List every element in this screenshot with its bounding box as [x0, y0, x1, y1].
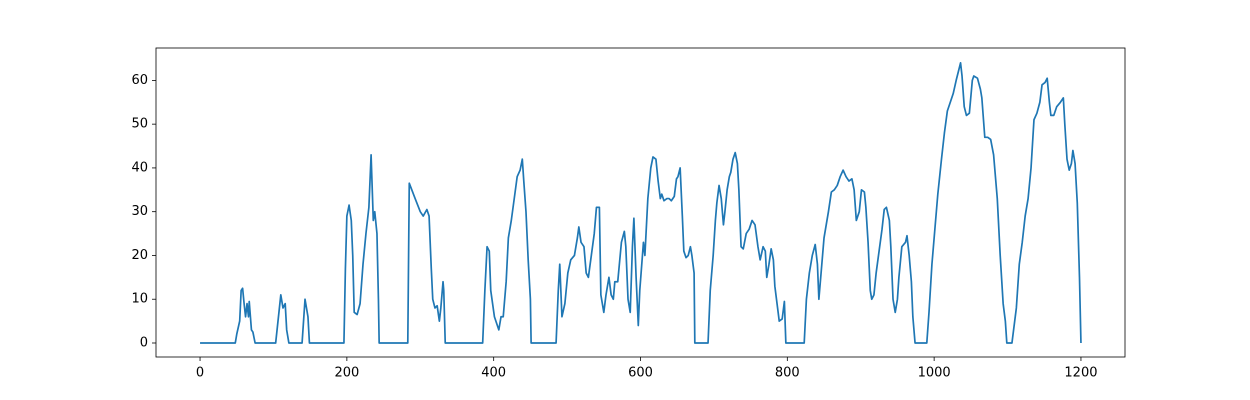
x-tick-label: 200 [334, 366, 359, 381]
y-tick-label: 30 [131, 204, 148, 219]
x-tick-label: 0 [196, 366, 204, 381]
x-tick-label: 1200 [1064, 366, 1097, 381]
y-tick-label: 60 [131, 73, 148, 88]
y-tick-label: 0 [140, 335, 148, 350]
y-tick-label: 20 [131, 248, 148, 263]
x-tick-label: 1000 [918, 366, 951, 381]
y-tick-label: 50 [131, 117, 148, 132]
y-tick-label: 40 [131, 160, 148, 175]
plot-frame [155, 47, 1126, 358]
x-tick-label: 400 [481, 366, 506, 381]
data-line [200, 62, 1082, 344]
x-tick-label: 600 [628, 366, 653, 381]
x-tick-label: 800 [775, 366, 800, 381]
y-tick-label: 10 [131, 292, 148, 307]
